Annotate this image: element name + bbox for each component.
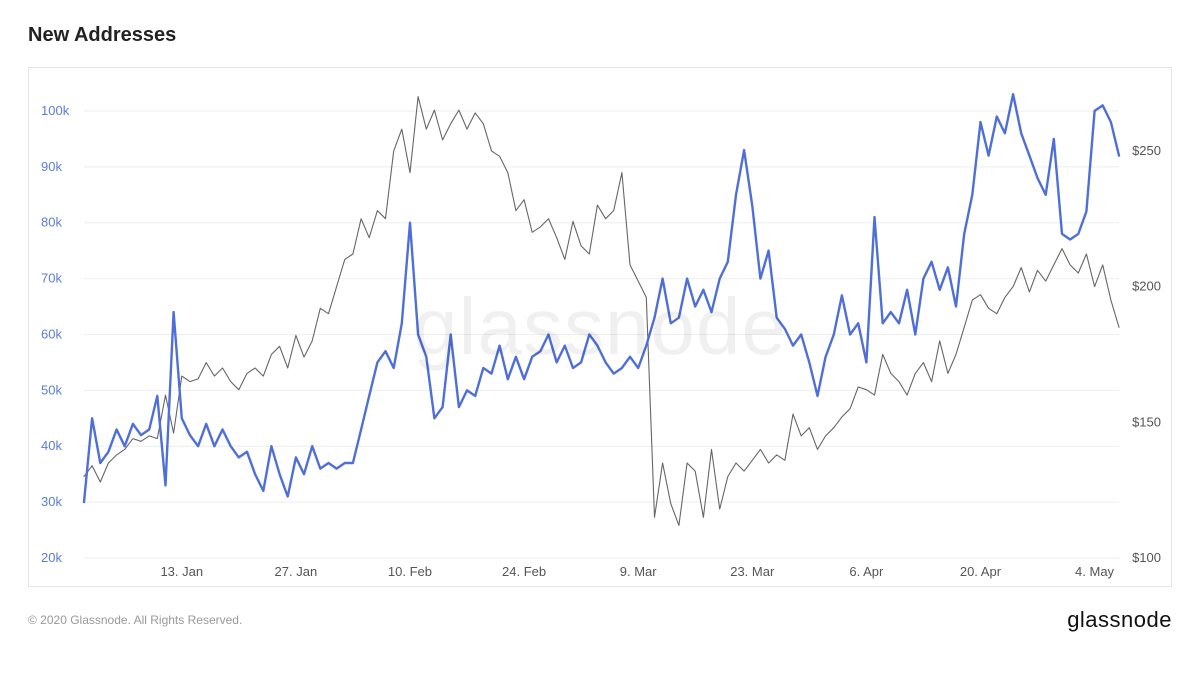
x-tick-label: 13. Jan: [160, 564, 203, 579]
line-chart: 20k 30k 40k 50k 60k 70k 80k 90k 100k $100 $150 $200…: [29, 68, 1171, 586]
y-left-tick-label: 50k: [41, 382, 62, 397]
x-tick-label: 20. Apr: [960, 564, 1002, 579]
y-left-tick-label: 60k: [41, 326, 62, 341]
x-tick-label: 9. Mar: [620, 564, 658, 579]
y-left-tick-label: 20k: [41, 550, 62, 565]
y-right-tick-label: $150: [1132, 414, 1161, 429]
brand-logo: glassnode: [1067, 607, 1172, 633]
y-left-tick-label: 90k: [41, 159, 62, 174]
x-tick-label: 23. Mar: [730, 564, 775, 579]
chart-title: New Addresses: [28, 24, 1172, 47]
x-tick-label: 24. Feb: [502, 564, 546, 579]
y-left-tick-label: 30k: [41, 494, 62, 509]
y-right-tick-label: $200: [1132, 279, 1161, 294]
x-tick-label: 27. Jan: [275, 564, 318, 579]
x-tick-label: 10. Feb: [388, 564, 432, 579]
y-left-tick-label: 80k: [41, 215, 62, 230]
y-right-tick-label: $100: [1132, 550, 1161, 565]
chart-frame: glassnode 20k30k40k50k60k70k80k90k100k$1…: [28, 67, 1172, 587]
page: New Addresses glassnode 20k 30k 40k 50k 60k 7…: [0, 0, 1200, 675]
series-new_addresses: [84, 94, 1119, 502]
y-left-tick-label: 100k: [41, 103, 70, 118]
y-left-tick-label: 70k: [41, 271, 62, 286]
series-price_usd: [84, 97, 1119, 526]
x-tick-label: 6. Apr: [849, 564, 884, 579]
y-right-tick-label: $250: [1132, 143, 1161, 158]
x-tick-label: 4. May: [1075, 564, 1115, 579]
y-left-tick-label: 40k: [41, 438, 62, 453]
copyright-text: © 2020 Glassnode. All Rights Reserved.: [28, 613, 242, 627]
footer: © 2020 Glassnode. All Rights Reserved. g…: [28, 607, 1172, 633]
